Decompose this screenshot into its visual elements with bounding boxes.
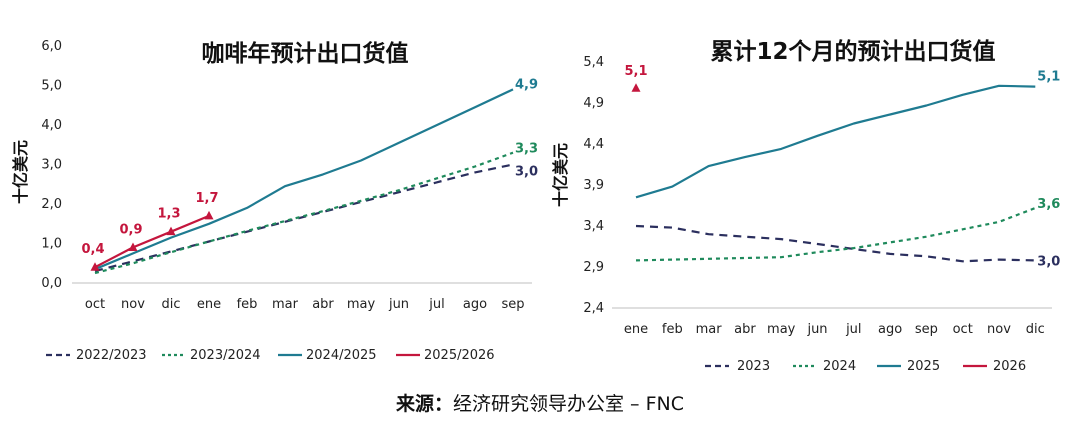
x-tick-label: jul (845, 322, 861, 337)
source-note: 来源：经济研究领导办公室 – FNC (396, 392, 684, 415)
y-tick-label: 3,9 (583, 178, 604, 193)
y-tick-label: 0,0 (41, 276, 62, 291)
legend-entry: 2024 (823, 359, 856, 374)
legend-entry: 2022/2023 (76, 348, 147, 363)
series-end-label: 3,6 (1037, 197, 1060, 212)
y-axis-label: 十亿美元 (551, 143, 570, 207)
x-tick-label: mar (272, 297, 299, 312)
data-point-marker (204, 210, 214, 220)
series-line-2023-2024 (94, 151, 514, 275)
y-tick-label: 4,0 (41, 118, 62, 133)
data-label: 0,4 (81, 242, 104, 257)
series-line-2025-2026 (94, 214, 210, 269)
x-tick-label: abr (734, 322, 756, 337)
y-tick-label: 2,9 (583, 260, 604, 275)
legend-entry: 2023/2024 (190, 348, 261, 363)
x-tick-label: jun (806, 322, 827, 337)
legend-entry: 2026 (993, 359, 1026, 374)
x-tick-label: nov (987, 322, 1011, 337)
legend-entry: 2024/2025 (306, 348, 377, 363)
data-label: 0,9 (119, 222, 142, 237)
y-tick-label: 4,9 (583, 96, 604, 111)
series-line-2023 (635, 224, 1036, 263)
x-tick-label: oct (85, 297, 105, 312)
x-tick-label: may (767, 322, 796, 337)
series-line-2024 (635, 206, 1036, 262)
series-end-label: 4,9 (515, 77, 538, 92)
series-end-label: 3,3 (515, 142, 538, 157)
x-tick-label: ago (878, 322, 902, 337)
series-line-2024-2025 (94, 88, 514, 271)
x-tick-label: sep (501, 297, 524, 312)
y-tick-label: 3,4 (583, 219, 604, 234)
legend-entry: 2025 (907, 359, 940, 374)
y-tick-label: 2,0 (41, 197, 62, 212)
x-tick-label: jul (428, 297, 444, 312)
y-axis-label: 十亿美元 (11, 140, 30, 204)
chart-title: 咖啡年预计出口货值 (202, 40, 409, 67)
x-tick-label: feb (237, 297, 258, 312)
x-tick-label: mar (696, 322, 723, 337)
y-tick-label: 6,0 (41, 39, 62, 54)
y-tick-label: 2,4 (583, 301, 604, 316)
x-tick-label: abr (312, 297, 334, 312)
x-tick-label: ene (197, 297, 221, 312)
y-tick-label: 5,4 (583, 55, 604, 70)
data-point-marker (90, 262, 100, 271)
x-tick-label: dic (161, 297, 180, 312)
y-tick-label: 5,0 (41, 79, 62, 94)
x-tick-label: ago (463, 297, 487, 312)
series-line-2025 (635, 84, 1036, 199)
x-tick-label: sep (915, 322, 938, 337)
data-label: 1,7 (195, 191, 218, 206)
series-end-label: 3,0 (515, 165, 538, 180)
y-tick-label: 4,4 (583, 137, 604, 152)
source-label: 来源： (396, 392, 453, 415)
x-tick-label: jun (388, 297, 409, 312)
x-tick-label: nov (121, 297, 145, 312)
y-tick-label: 1,0 (41, 237, 62, 252)
x-tick-label: oct (953, 322, 973, 337)
series-end-label: 5,1 (1037, 70, 1060, 85)
data-point-marker (166, 226, 176, 236)
series-end-label: 3,0 (1037, 254, 1060, 269)
data-point-marker (631, 83, 641, 92)
data-point-marker (128, 242, 138, 251)
legend-entry: 2025/2026 (424, 348, 495, 363)
source-text: 经济研究领导办公室 – FNC (453, 393, 684, 415)
x-tick-label: may (347, 297, 376, 312)
x-tick-label: feb (662, 322, 683, 337)
chart-title: 累计12个月的预计出口货值 (710, 38, 995, 65)
data-label: 5,1 (624, 64, 647, 79)
x-tick-label: dic (1026, 322, 1045, 337)
legend-entry: 2023 (737, 359, 770, 374)
data-label: 1,3 (157, 207, 180, 222)
x-tick-label: ene (624, 322, 648, 337)
y-tick-label: 3,0 (41, 158, 62, 173)
